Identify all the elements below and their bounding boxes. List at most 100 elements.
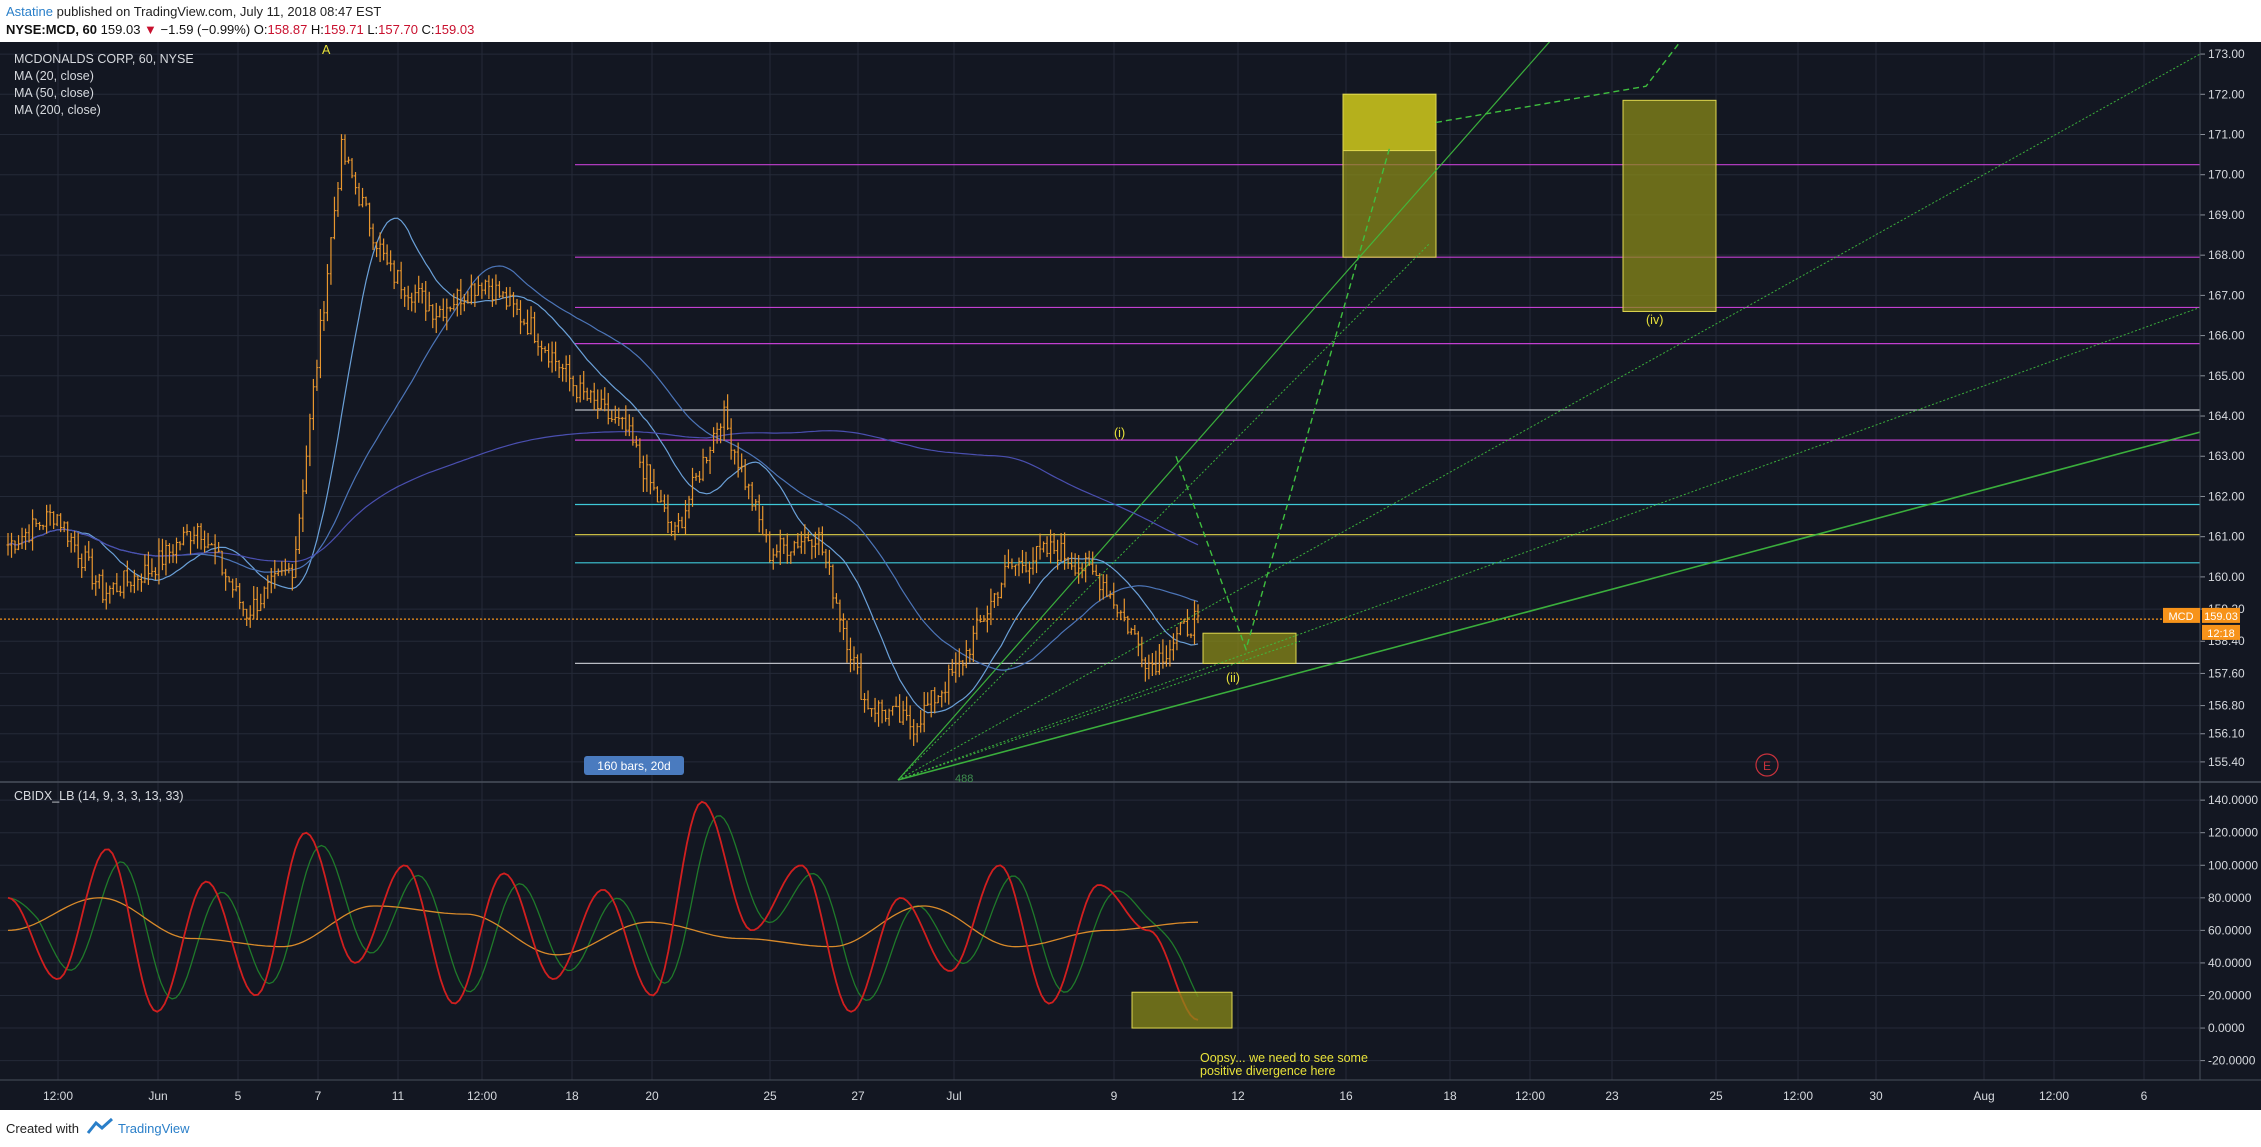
time-tick-label: 16	[1339, 1089, 1353, 1103]
projection-path-1	[1175, 146, 1391, 652]
countdown-badge-bg	[2202, 624, 2240, 640]
osc-tick-label: 40.0000	[2208, 956, 2252, 970]
wave-label-iv: (iv)	[1646, 313, 1663, 327]
legend-title: MCDONALDS CORP, 60, NYSE	[14, 52, 194, 66]
annotations: MCDONALDS CORP, 60, NYSE MA (20, close) …	[14, 43, 1779, 1078]
fan-line	[897, 53, 2201, 781]
tradingview-logo-icon	[86, 1117, 114, 1134]
price-tick-label: 165.00	[2208, 369, 2245, 383]
ma20-line	[7, 217, 1199, 714]
symbol-badge-bg	[2163, 607, 2200, 623]
projection-paths	[1175, 42, 1681, 652]
open-value: 158.87	[267, 22, 308, 37]
projection-path-2	[1435, 42, 1681, 124]
price-tick-label: 157.60	[2208, 666, 2245, 680]
legend-ma200: MA (200, close)	[14, 103, 101, 117]
time-tick-label: 18	[565, 1089, 579, 1103]
osc-slow-line	[7, 897, 1199, 956]
price-tick-label: 156.80	[2208, 699, 2245, 713]
price-badge: 159.03	[2204, 611, 2238, 623]
time-tick-label: 12:00	[1515, 1089, 1545, 1103]
candles	[6, 134, 1200, 746]
publish-line: Astatine published on TradingView.com, J…	[6, 4, 381, 19]
time-tick-label: 27	[851, 1089, 865, 1103]
target-box	[1622, 99, 1717, 312]
wave-label-a: A	[322, 43, 331, 57]
price-chart[interactable]: 173.00 172.00 171.00 170.00 169.00 168.00 167.…	[0, 42, 2261, 1110]
oscillator-pane	[7, 800, 1233, 1029]
target-boxes	[1202, 93, 1717, 664]
time-tick-label: 9	[1111, 1089, 1118, 1103]
published-text: published on TradingView.com, July 11, 2…	[56, 4, 382, 19]
price-tick-label: 167.00	[2208, 288, 2245, 302]
fan-origin-tag: 488	[955, 773, 973, 785]
legend-indicator: CBIDX_LB (14, 9, 3, 3, 13, 33)	[14, 789, 184, 803]
osc-tick-label: 20.0000	[2208, 988, 2252, 1002]
chart-background	[0, 42, 2261, 1110]
fan-line	[897, 42, 1551, 781]
oscillator-note-line1: Oopsy... we need to see some	[1200, 1051, 1368, 1065]
legend-ma20: MA (20, close)	[14, 69, 94, 83]
osc-tick-label: 60.0000	[2208, 923, 2252, 937]
osc-tick-label: 140.0000	[2208, 793, 2258, 807]
axes: 173.00 172.00 171.00 170.00 169.00 168.00 167.…	[0, 42, 2261, 1103]
wave-label-e-circle	[1755, 753, 1779, 777]
price-tick-label: 169.00	[2208, 208, 2245, 222]
time-tick-label: 25	[1709, 1089, 1723, 1103]
time-tick-label: 12:00	[43, 1089, 73, 1103]
fan-line	[897, 640, 1301, 781]
low-label: L:	[367, 22, 379, 37]
fan-line	[897, 306, 2201, 781]
wave-label-i: (i)	[1114, 426, 1125, 440]
osc-tick-label: 80.0000	[2208, 891, 2252, 905]
price-tick-label: 163.00	[2208, 449, 2245, 463]
tradingview-brand-link[interactable]: TradingView	[118, 1121, 190, 1136]
fan-line	[897, 242, 1431, 781]
oscillator-note-line2: positive divergence here	[1200, 1064, 1336, 1078]
high-label: H:	[310, 22, 324, 37]
price-badge-bg	[2202, 607, 2240, 623]
down-arrow-icon: ▼	[144, 22, 157, 37]
price-tick-label: 170.00	[2208, 168, 2245, 182]
time-tick-label: 25	[763, 1089, 777, 1103]
time-tick-label: 5	[235, 1089, 242, 1103]
osc-tick-label: 100.0000	[2208, 858, 2258, 872]
range-tag: 160 bars, 20d	[597, 759, 670, 773]
price-tick-label: 166.00	[2208, 329, 2245, 343]
range-tag-bg	[584, 756, 684, 775]
symbol-label: NYSE:MCD, 60	[6, 22, 98, 37]
time-tick-label: 12:00	[1783, 1089, 1813, 1103]
close-label: C:	[421, 22, 435, 37]
osc-tick-label: -20.0000	[2208, 1054, 2256, 1068]
price-tick-label: 162.00	[2208, 489, 2245, 503]
trend-fan	[897, 42, 2201, 781]
symbol-line: NYSE:MCD, 60 159.03 ▼ −1.59 (−0.99%) O:1…	[6, 22, 474, 37]
fan-line	[897, 431, 2201, 781]
moving-averages	[7, 217, 1199, 714]
time-tick-label: 30	[1869, 1089, 1883, 1103]
price-tick-label: 155.40	[2208, 755, 2245, 769]
ma200-line	[7, 430, 1199, 563]
time-tick-label: 12:00	[467, 1089, 497, 1103]
osc-signal-line	[7, 815, 1199, 1001]
ma50-line	[7, 265, 1199, 671]
price-tick-label: 156.10	[2208, 727, 2245, 741]
price-tick-label: 168.00	[2208, 248, 2245, 262]
time-tick-label: 7	[315, 1089, 322, 1103]
open-label: O:	[253, 22, 268, 37]
high-value: 159.71	[323, 22, 364, 37]
author-link[interactable]: Astatine	[6, 4, 53, 19]
time-tick-label: 11	[392, 1089, 405, 1103]
time-tick-label: Aug	[1973, 1089, 1994, 1103]
price-tick-label: 161.00	[2208, 530, 2245, 544]
created-with-label: Created with	[6, 1121, 79, 1136]
price-tick-label: 160.00	[2208, 570, 2245, 584]
price-change: −1.59 (−0.99%)	[160, 22, 251, 37]
time-tick-label: 23	[1605, 1089, 1619, 1103]
low-value: 157.70	[378, 22, 418, 37]
osc-tick-label: 120.0000	[2208, 826, 2258, 840]
chart-header: Astatine published on TradingView.com, J…	[0, 0, 2261, 42]
wave-label-ii: (ii)	[1226, 671, 1240, 685]
time-tick-label: 20	[645, 1089, 659, 1103]
osc-fast-line	[7, 800, 1199, 1021]
